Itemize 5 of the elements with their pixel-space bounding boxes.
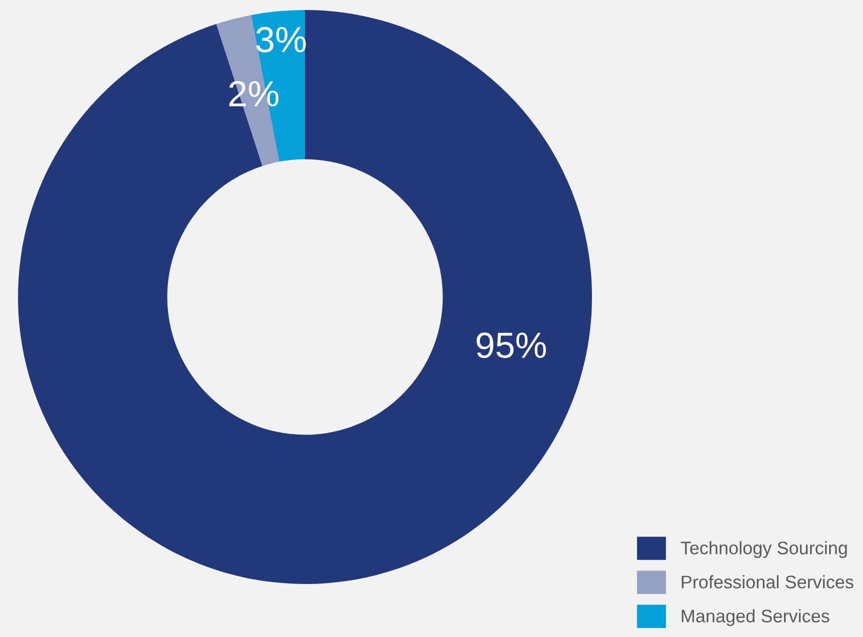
data-label: 3% [256, 26, 306, 52]
legend-label: Technology Sourcing [680, 541, 847, 558]
data-label: 95% [476, 332, 546, 358]
legend-label: Managed Services [682, 609, 830, 626]
legend-label: Professional Services [682, 575, 854, 588]
